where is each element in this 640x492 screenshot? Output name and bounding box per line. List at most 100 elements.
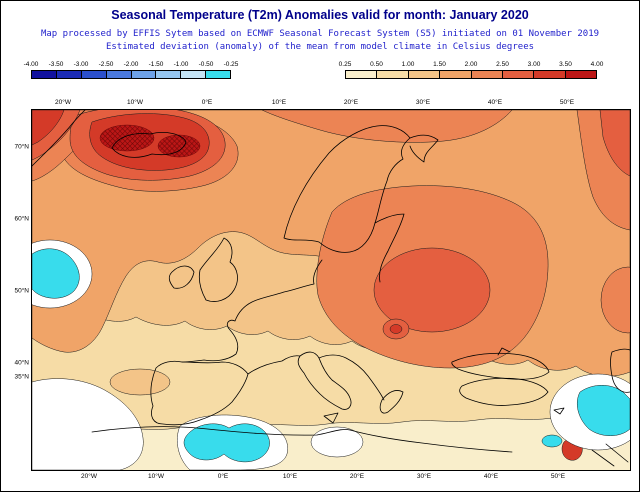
lon-label-top: 20°W bbox=[55, 99, 71, 106]
britain-coast bbox=[198, 237, 238, 302]
legend-color-segment bbox=[105, 71, 131, 78]
west-europe-coast bbox=[181, 259, 323, 363]
lat-label-left: 50°N bbox=[14, 287, 29, 295]
legend-color-segment bbox=[180, 71, 206, 78]
sicily-neutral bbox=[310, 426, 364, 458]
legend-negative: -4.00 -3.50 -3.00 -2.50 -2.00 -1.50 -1.00 -0.50… bbox=[24, 61, 239, 81]
greenland-corner-core bbox=[32, 110, 65, 146]
iberia-coast bbox=[150, 360, 249, 426]
page-title: Seasonal Temperature (T2m) Anomalies val… bbox=[111, 8, 529, 22]
legend-color-segment bbox=[346, 71, 377, 78]
negative-cyan-patches bbox=[32, 248, 630, 463]
lon-label-top: 20°E bbox=[343, 99, 359, 106]
legend-color-segment bbox=[470, 71, 502, 78]
legend-tick-label: -4.00 bbox=[23, 61, 39, 68]
band-350-400 bbox=[99, 124, 201, 158]
legend-color-segment bbox=[130, 71, 156, 78]
lon-label-bottom: 20°E bbox=[349, 473, 365, 480]
middleeast-cool-patch bbox=[577, 385, 630, 436]
legend-color-segment bbox=[407, 71, 440, 78]
lon-label-bottom: 0°E bbox=[217, 473, 229, 480]
legend-color-segment bbox=[439, 71, 471, 78]
caspian-coast bbox=[610, 348, 630, 393]
legend-color-segment bbox=[501, 71, 534, 78]
subtitle-description: Estimated deviation (anomaly) of the mea… bbox=[105, 42, 535, 52]
legend-tick-label: 2.00 bbox=[464, 61, 478, 68]
legend-color-bar bbox=[31, 70, 231, 79]
legend-color-bar bbox=[345, 70, 597, 79]
lon-label-top: 0°E bbox=[201, 99, 213, 106]
legend-color-segment bbox=[80, 71, 106, 78]
sicily-coast bbox=[323, 412, 339, 424]
legend-tick-label: -0.25 bbox=[223, 61, 239, 68]
black-sea-coast bbox=[451, 352, 550, 380]
baltic-coast bbox=[374, 213, 405, 283]
legend-tick-label: 3.00 bbox=[527, 61, 541, 68]
legend-tick-label: -3.00 bbox=[73, 61, 89, 68]
east-europe-core bbox=[373, 247, 491, 333]
italy-coast bbox=[297, 351, 352, 410]
legend-tick-label: 2.50 bbox=[496, 61, 509, 68]
lon-label-top: 10°W bbox=[127, 99, 143, 106]
lat-label-left: 60°N bbox=[14, 215, 29, 223]
spain-warm-patch bbox=[109, 368, 171, 396]
legend-color-segment bbox=[376, 71, 408, 78]
legend-tick-label: -3.50 bbox=[48, 61, 64, 68]
legend-color-segment bbox=[533, 71, 565, 78]
legend-tick-label: 3.50 bbox=[559, 61, 572, 68]
ireland-coast bbox=[168, 265, 195, 289]
lon-label-top: 40°E bbox=[487, 99, 503, 106]
legend-positive: 0.25 0.50 1.00 1.50 2.00 2.50 3.00 3.50 4.00 bbox=[339, 61, 604, 81]
legend-tick-label: 1.50 bbox=[433, 61, 446, 68]
anatolia-coast bbox=[459, 377, 549, 406]
subtitle-source: Map processed by EFFIS Sytem based on EC… bbox=[40, 29, 600, 39]
iceland-max-core-east bbox=[157, 134, 201, 158]
legend-tick-label: -2.00 bbox=[123, 61, 139, 68]
legend-tick-label: -0.50 bbox=[198, 61, 214, 68]
lat-label-left: 35°N bbox=[14, 373, 29, 381]
legend-tick-label: 1.00 bbox=[401, 61, 415, 68]
cyprus-coast bbox=[553, 407, 565, 415]
coastlines bbox=[32, 110, 630, 467]
north-africa-coast bbox=[91, 426, 513, 453]
lat-label-left: 40°N bbox=[14, 359, 29, 367]
anatolia-cool-spot bbox=[541, 434, 563, 448]
legend-color-segment bbox=[564, 71, 596, 78]
lon-label-bottom: 40°E bbox=[483, 473, 499, 480]
legend-tick-label: 0.25 bbox=[338, 61, 352, 68]
anomaly-field bbox=[32, 110, 630, 470]
lat-label-left: 70°N bbox=[14, 143, 29, 151]
legend-tick-label: -2.50 bbox=[98, 61, 114, 68]
lon-label-top: 50°E bbox=[559, 99, 575, 106]
legend-tick-row: 0.25 0.50 1.00 1.50 2.00 2.50 3.00 3.50 4.00 bbox=[339, 61, 604, 69]
legend-color-segment bbox=[55, 71, 81, 78]
east-edge-warm-blob bbox=[600, 266, 630, 334]
kola-whitesea-coast bbox=[409, 134, 439, 163]
lon-label-top: 10°E bbox=[271, 99, 287, 106]
crimea-coast bbox=[497, 347, 511, 356]
lon-label-bottom: 10°W bbox=[148, 473, 164, 480]
greece-coast bbox=[379, 390, 404, 414]
lon-label-bottom: 30°E bbox=[416, 473, 432, 480]
lon-label-bottom: 50°E bbox=[550, 473, 566, 480]
balkan-inner-spot bbox=[389, 324, 403, 334]
northeast-corner-hot bbox=[599, 110, 630, 177]
legend-tick-label: -1.50 bbox=[148, 61, 164, 68]
scandinavia-coast bbox=[283, 125, 411, 253]
legend-color-segment bbox=[32, 71, 56, 78]
greenland-coast bbox=[32, 110, 86, 167]
legend-tick-row: -4.00 -3.50 -3.00 -2.50 -2.00 -1.50 -1.00 -0.50… bbox=[24, 61, 239, 69]
legend-color-segment bbox=[155, 71, 181, 78]
legend-tick-label: 0.50 bbox=[370, 61, 383, 68]
sw-atlantic-neutral bbox=[32, 378, 144, 470]
iceland-coast bbox=[111, 132, 187, 158]
atlantic-cool-patch bbox=[32, 248, 80, 299]
africa-cool-patch bbox=[183, 423, 270, 463]
lon-label-bottom: 10°E bbox=[282, 473, 298, 480]
riviera-coast bbox=[247, 355, 301, 375]
lon-label-bottom: 20°W bbox=[81, 473, 97, 480]
map-frame bbox=[31, 109, 631, 471]
adriatic-balkan-coast bbox=[318, 354, 385, 401]
legend-tick-label: -1.00 bbox=[173, 61, 189, 68]
